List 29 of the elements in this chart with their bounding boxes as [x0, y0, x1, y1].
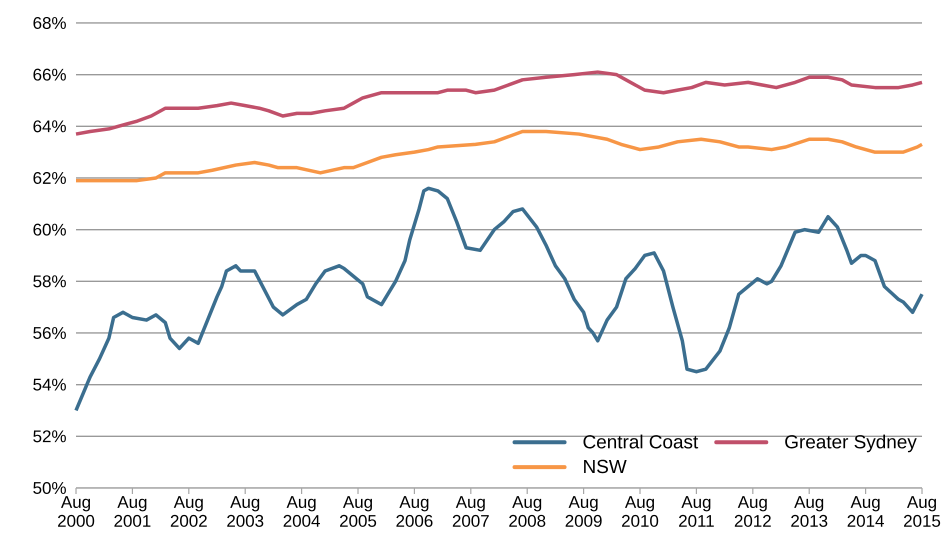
legend-label: Central Coast [584, 434, 698, 448]
y-tick-label: 50% [33, 482, 66, 494]
x-tick-label: Aug 2003 [227, 496, 264, 527]
x-tick-label: Aug 2013 [791, 496, 828, 527]
y-tick-label: 66% [33, 68, 66, 81]
x-tick-label: Aug 2011 [679, 496, 714, 527]
y-tick-label: 64% [33, 120, 66, 132]
x-tick-label: Aug 2012 [734, 496, 771, 527]
y-tick-label: 60% [33, 224, 66, 236]
x-tick-label: Aug 2004 [284, 496, 320, 527]
y-tick-label: 52% [33, 430, 66, 442]
legend-label: NSW [584, 460, 627, 474]
legend-label: Greater Sydney [785, 434, 917, 452]
x-tick-label: Aug 2000 [58, 496, 94, 527]
x-tick-label: Aug 2007 [452, 496, 489, 527]
y-tick-label: 58% [33, 275, 66, 288]
x-tick-label: Aug 2008 [509, 496, 546, 527]
x-tick-label: Aug 2005 [340, 496, 376, 527]
x-tick-label: Aug 2002 [170, 496, 207, 527]
x-tick-label: Aug 2014 [848, 496, 884, 527]
x-tick-label: Aug 2001 [114, 496, 150, 527]
y-tick-label: 62% [33, 172, 66, 184]
y-tick-label: 68% [33, 16, 66, 29]
y-tick-label: 54% [33, 378, 66, 391]
x-tick-label: Aug 2009 [566, 496, 602, 527]
x-tick-label: Aug 2010 [622, 496, 658, 527]
x-tick-label: Aug 2015 [904, 496, 940, 527]
y-tick-label: 56% [33, 326, 66, 339]
x-tick-label: Aug 2006 [396, 496, 432, 527]
